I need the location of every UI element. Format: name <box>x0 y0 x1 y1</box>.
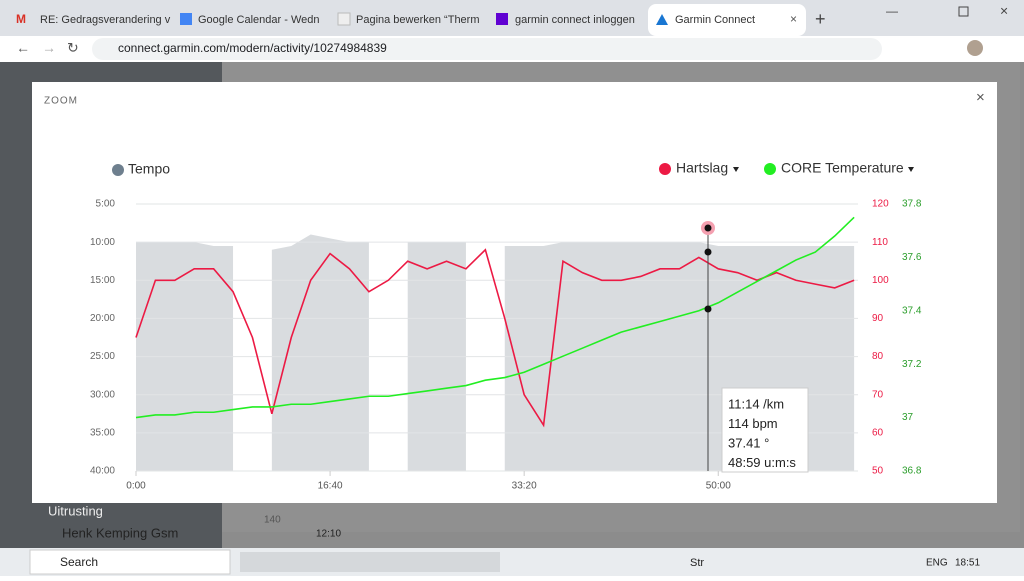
contact-name: Henk Kemping Gsm <box>62 525 178 540</box>
y-tick-label: 40:00 <box>90 466 115 477</box>
y2-tick-label: 120 <box>872 199 889 210</box>
tooltip-line: 114 bpm <box>728 416 778 431</box>
tab-bar <box>0 0 1024 36</box>
y3-tick-label: 37.2 <box>902 359 922 370</box>
omnibox[interactable] <box>92 38 882 60</box>
y2-tick-label: 50 <box>872 466 884 477</box>
tab-icon <box>656 14 668 25</box>
series-line <box>135 216 855 419</box>
close-window[interactable]: × <box>1000 3 1008 19</box>
legend-dropdown[interactable] <box>733 167 739 172</box>
y-tick-label: 20:00 <box>90 313 115 324</box>
y2-tick-label: 60 <box>872 427 884 438</box>
hover-point <box>704 248 712 256</box>
url[interactable]: connect.garmin.com/modern/activity/10274… <box>118 41 387 55</box>
legend-label[interactable]: Tempo <box>128 161 170 177</box>
y-tick-label: 30:00 <box>90 389 115 400</box>
search-label[interactable]: Search <box>60 555 98 569</box>
tab-icon: M <box>16 12 26 26</box>
x-tick-label: 33:20 <box>512 481 537 492</box>
legend-marker <box>764 163 776 175</box>
close-tab[interactable]: × <box>790 12 797 26</box>
search-box[interactable] <box>29 549 231 575</box>
forward[interactable]: → <box>42 40 56 56</box>
y-tick-label: 35:00 <box>90 427 115 438</box>
taskbar-apps <box>240 552 500 572</box>
legend-label[interactable]: Hartslag <box>676 160 728 176</box>
tempo-area <box>136 234 855 471</box>
y3-tick-label: 36.8 <box>902 466 922 477</box>
clock[interactable]: 18:51 <box>955 558 980 569</box>
y2-tick-label: 100 <box>872 275 889 286</box>
tooltip <box>721 387 809 473</box>
language[interactable]: ENG <box>926 558 948 569</box>
tooltip-line: 48:59 u:m:s <box>728 455 796 470</box>
tab-icon <box>337 12 351 26</box>
legend-marker <box>659 163 671 175</box>
tab-icon <box>180 13 192 25</box>
y2-tick-label: 70 <box>872 389 884 400</box>
series-line <box>135 248 855 428</box>
y3-tick-label: 37.6 <box>902 252 922 263</box>
y2-tick-label: 110 <box>872 237 888 248</box>
tab-title[interactable]: Pagina bewerken “Therm <box>356 14 480 26</box>
active-tab[interactable] <box>648 4 806 36</box>
tab-title[interactable]: Google Calendar - Wedn <box>198 14 319 26</box>
tooltip-line: 37.41 ° <box>728 435 769 450</box>
y3-tick-label: 37.4 <box>902 305 922 316</box>
y3-tick-label: 37 <box>902 412 914 423</box>
hover-point <box>704 224 712 232</box>
x-tick-label: 0:00 <box>126 481 146 492</box>
y2-tick-label: 80 <box>872 351 884 362</box>
y3-tick-label: 37.8 <box>902 199 922 210</box>
legend-marker <box>112 164 124 176</box>
legend-dropdown[interactable] <box>908 167 914 172</box>
tab-title[interactable]: garmin connect inloggen <box>515 14 635 26</box>
tab-icon <box>496 13 508 25</box>
new-tab[interactable]: + <box>815 9 826 29</box>
y-tick-label: 15:00 <box>90 275 115 286</box>
minimize[interactable]: — <box>886 4 898 18</box>
y-tick-label: 10:00 <box>90 237 115 248</box>
tooltip-line: 11:14 /km <box>728 396 784 411</box>
y2-tick-label: 90 <box>872 313 884 324</box>
maximize[interactable] <box>958 6 969 17</box>
y-tick-label: 5:00 <box>96 199 116 210</box>
reload[interactable]: ↻ <box>67 40 79 56</box>
x-tick-label: 16:40 <box>318 481 343 492</box>
modal-title: ZOOM <box>44 96 78 107</box>
menu-item[interactable]: Uitrusting <box>48 503 103 518</box>
contact-time: 12:10 <box>316 529 341 540</box>
x-tick-label: 50:00 <box>706 481 731 492</box>
profile[interactable] <box>967 40 983 56</box>
y-tick-label: 25:00 <box>90 351 115 362</box>
tab-title[interactable]: Garmin Connect <box>675 14 755 26</box>
back[interactable]: ← <box>16 40 30 56</box>
legend-label[interactable]: CORE Temperature <box>781 160 904 176</box>
weather[interactable]: Str <box>690 557 704 569</box>
modal-close[interactable]: × <box>976 89 985 106</box>
bg-number: 140 <box>264 515 281 526</box>
tab-title[interactable]: RE: Gedragsverandering v <box>40 14 171 26</box>
hover-point <box>704 305 712 313</box>
